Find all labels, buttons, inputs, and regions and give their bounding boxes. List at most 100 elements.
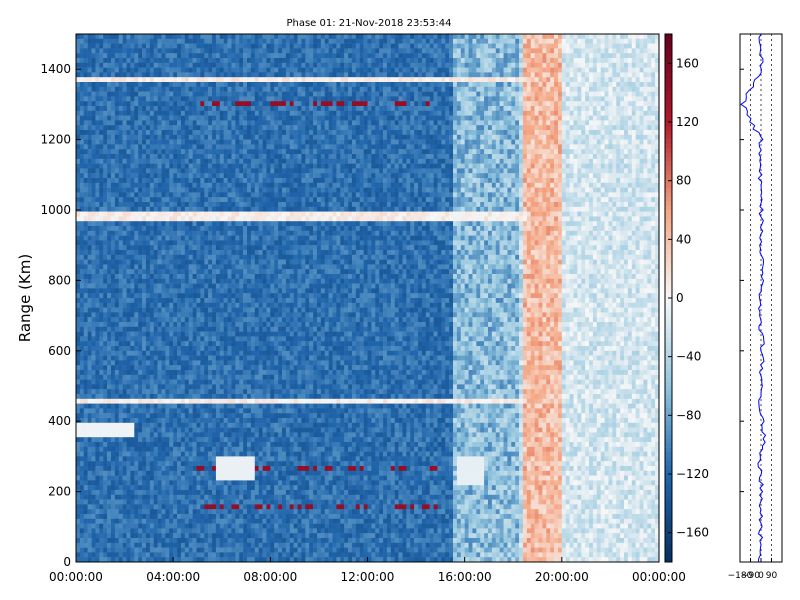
heatmap-cell: [184, 106, 189, 112]
heatmap-cell: [200, 53, 205, 59]
heatmap-cell: [655, 144, 660, 150]
heatmap-cell: [126, 182, 131, 188]
heatmap-cell: [130, 178, 135, 184]
heatmap-cell: [114, 58, 120, 64]
heatmap-cell: [196, 86, 201, 92]
heatmap-cell: [456, 182, 462, 188]
heatmap-cell: [351, 130, 357, 136]
heatmap-cell: [573, 149, 578, 155]
heatmap-cell: [297, 72, 302, 78]
heatmap-cell: [534, 115, 539, 121]
heatmap-cell: [425, 125, 430, 131]
heatmap-cell: [122, 168, 127, 174]
heatmap-cell: [153, 110, 158, 116]
heatmap-cell: [180, 168, 186, 174]
heatmap-cell: [624, 34, 629, 40]
heatmap-cell: [262, 134, 267, 140]
heatmap-cell: [204, 158, 209, 164]
heatmap-cell: [402, 48, 407, 54]
heatmap-cell: [161, 38, 166, 44]
heatmap-cell: [503, 34, 508, 40]
heatmap-cell: [110, 158, 116, 164]
heatmap-cell: [398, 158, 403, 164]
heatmap-cell: [534, 144, 539, 150]
heatmap-cell: [355, 139, 360, 145]
heatmap-cell: [530, 38, 535, 44]
heatmap-cell: [320, 163, 325, 169]
heatmap-cell: [503, 158, 508, 164]
heatmap-cell: [608, 149, 613, 155]
heatmap-cell: [441, 182, 446, 188]
heatmap-cell: [254, 86, 259, 92]
heatmap-cell: [503, 163, 508, 169]
heatmap-cell: [153, 120, 158, 126]
heatmap-cell: [340, 53, 345, 59]
heatmap-cell: [223, 34, 228, 40]
heatmap-cell: [585, 173, 590, 179]
heatmap-cell: [192, 96, 197, 102]
heatmap-cell: [351, 106, 357, 112]
heatmap-cell: [557, 187, 563, 193]
heatmap-cell: [383, 154, 388, 160]
heatmap-cell: [332, 53, 337, 59]
heatmap-cell: [429, 144, 434, 150]
heatmap-cell: [418, 62, 423, 68]
heatmap-cell: [270, 72, 275, 78]
heatmap-cell: [538, 125, 543, 131]
heatmap-cell: [212, 34, 217, 40]
heatmap-cell: [538, 144, 543, 150]
heatmap-cell: [460, 96, 465, 102]
heatmap-cell: [406, 134, 411, 140]
heatmap-cell: [414, 134, 419, 140]
heatmap-cell: [126, 139, 131, 145]
heatmap-cell: [204, 187, 209, 193]
heatmap-cell: [367, 130, 372, 136]
heatmap-cell: [223, 163, 228, 169]
heatmap-cell: [530, 168, 535, 174]
heatmap-cell: [476, 168, 481, 174]
heatmap-cell: [212, 120, 217, 126]
heatmap-cell: [157, 96, 162, 102]
heatmap-cell: [161, 134, 166, 140]
heatmap-cell: [484, 178, 489, 184]
heatmap-cell: [344, 62, 349, 68]
heatmap-cell: [320, 106, 325, 112]
heatmap-cell: [627, 130, 633, 136]
heatmap-cell: [149, 120, 154, 126]
heatmap-cell: [254, 43, 259, 49]
heatmap-cell: [305, 82, 310, 88]
heatmap-cell: [76, 173, 81, 179]
heatmap-cell: [227, 115, 232, 121]
heatmap-cell: [624, 38, 629, 44]
heatmap-cell: [596, 187, 601, 193]
heatmap-cell: [406, 110, 411, 116]
heatmap-cell: [635, 130, 640, 136]
heatmap-cell: [573, 62, 578, 68]
heatmap-cell: [620, 120, 625, 126]
heatmap-cell: [503, 38, 508, 44]
heatmap-cell: [608, 154, 613, 160]
heatmap-cell: [487, 101, 493, 107]
heatmap-cell: [126, 77, 131, 83]
heatmap-cell: [530, 72, 535, 78]
heatmap-cell: [332, 182, 337, 188]
heatmap-cell: [390, 163, 395, 169]
heatmap-cell: [359, 62, 364, 68]
heatmap-cell: [305, 38, 310, 44]
heatmap-cell: [390, 43, 395, 49]
heatmap-cell: [390, 34, 395, 40]
heatmap-cell: [507, 43, 512, 49]
heatmap-cell: [565, 110, 570, 116]
heatmap-cell: [604, 34, 609, 40]
heatmap-cell: [375, 86, 380, 92]
heatmap-cell: [460, 130, 465, 136]
heatmap-cell: [538, 43, 543, 49]
heatmap-cell: [134, 130, 139, 136]
heatmap-cell: [499, 82, 504, 88]
heatmap-cell: [239, 101, 244, 107]
heatmap-cell: [620, 53, 625, 59]
heatmap-cell: [414, 53, 419, 59]
heatmap-cell: [612, 67, 617, 73]
heatmap-cell: [348, 53, 353, 59]
heatmap-cell: [301, 53, 306, 59]
